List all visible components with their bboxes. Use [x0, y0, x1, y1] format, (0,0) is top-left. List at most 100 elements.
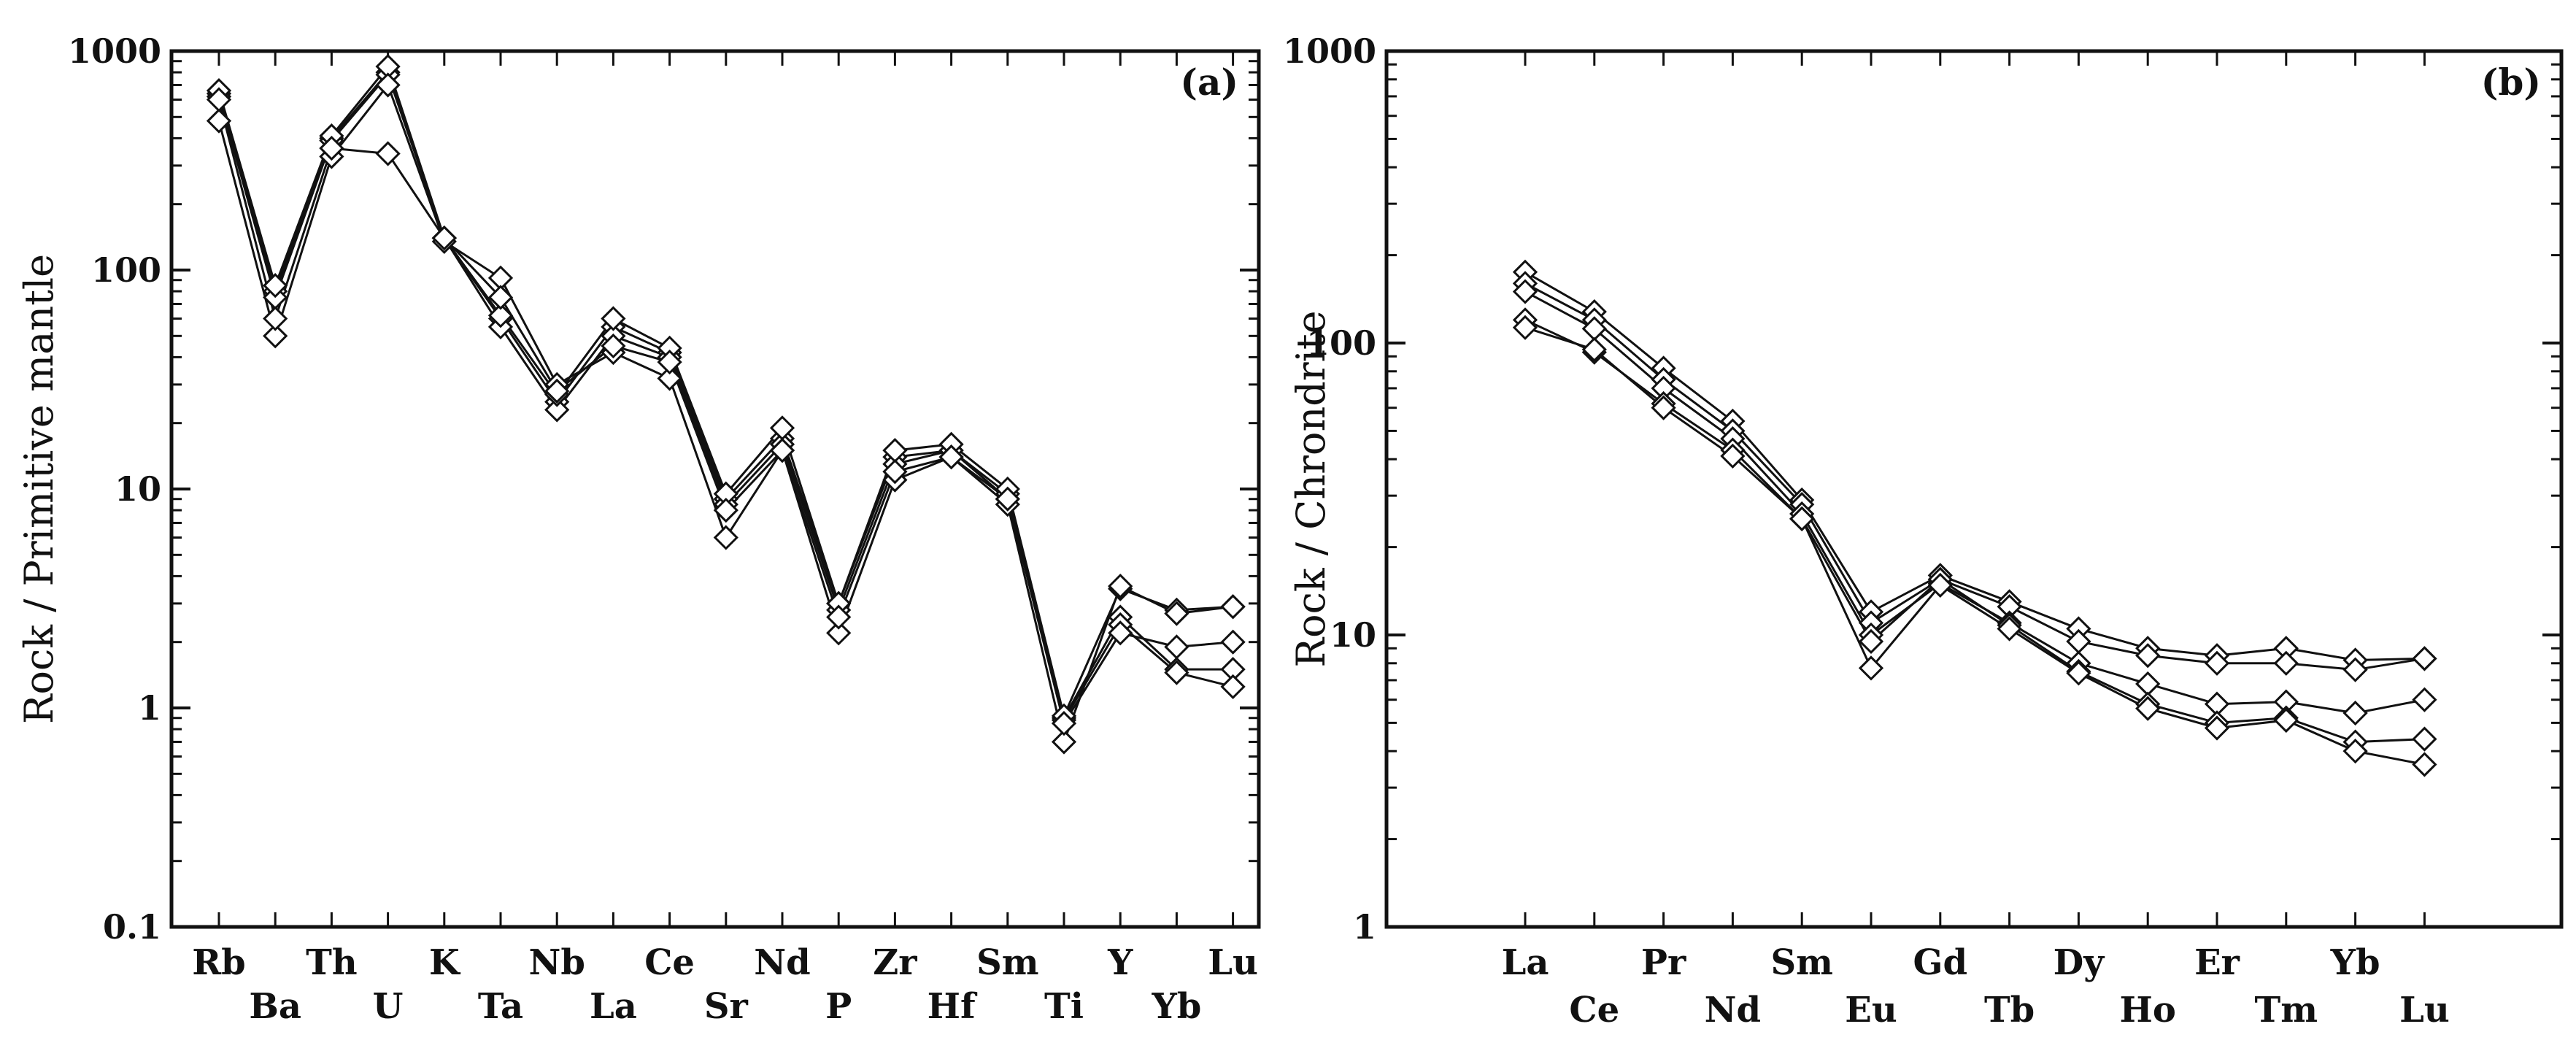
data-point-diamond	[263, 323, 288, 349]
data-point-diamond	[713, 525, 739, 550]
x-category-label: P	[825, 986, 852, 1027]
data-point-diamond	[2273, 707, 2299, 733]
data-point-diamond	[1164, 660, 1189, 685]
data-point-diamond	[1581, 336, 1607, 363]
data-point-diamond	[2066, 661, 2091, 686]
data-point-diamond	[544, 378, 570, 404]
x-category-label: Nb	[528, 942, 585, 983]
plot-frame	[169, 49, 1261, 929]
y-tick-label: 100	[1306, 323, 1376, 363]
data-point-diamond	[263, 273, 288, 299]
x-category-label: Lu	[1208, 942, 1258, 983]
data-point-diamond	[1858, 628, 1884, 655]
data-point-diamond	[2412, 687, 2437, 712]
y-tick-label: 0.1	[103, 907, 161, 947]
x-category-label: Pr	[1641, 942, 1686, 983]
data-point-diamond	[1220, 629, 1246, 655]
y-axis-title: Rock / Chrondrite	[1288, 310, 1334, 667]
data-point-diamond	[487, 303, 514, 328]
x-category-label: Ti	[1044, 986, 1084, 1027]
series-line-5	[217, 99, 1233, 726]
data-point-diamond	[1164, 601, 1189, 626]
series-line-2	[1524, 282, 2425, 671]
data-point-diamond	[1512, 279, 1538, 304]
x-category-label: Eu	[1845, 990, 1897, 1031]
y-tick-label: 1000	[68, 31, 161, 71]
plot-frame	[1384, 49, 2564, 929]
x-category-label: Sr	[704, 986, 749, 1027]
data-point-diamond	[375, 141, 401, 166]
data-point-diamond	[713, 497, 739, 523]
y-axis-title: Rock / Primitive mantle	[16, 254, 62, 724]
data-point-diamond	[601, 333, 626, 359]
x-category-label: Ho	[2120, 990, 2176, 1031]
data-point-diamond	[882, 459, 908, 485]
data-point-diamond	[2135, 696, 2161, 721]
series-line-2	[217, 72, 1233, 723]
x-category-label: Lu	[2399, 990, 2450, 1031]
series-line-3	[217, 64, 1233, 720]
data-point-diamond	[544, 397, 570, 423]
data-point-diamond	[2342, 700, 2368, 726]
x-category-label: Yb	[1151, 986, 1201, 1027]
data-point-diamond	[601, 306, 626, 331]
data-point-diamond	[2342, 739, 2368, 764]
x-category-label: La	[1502, 942, 1549, 983]
data-point-diamond	[1789, 506, 1815, 531]
x-category-label: K	[429, 942, 461, 983]
x-category-label: Sm	[1770, 942, 1832, 983]
data-point-diamond	[1108, 573, 1133, 599]
data-point-diamond	[2204, 715, 2230, 741]
data-point-diamond	[263, 306, 288, 331]
data-point-diamond	[1512, 315, 1538, 340]
data-point-diamond	[1108, 620, 1133, 646]
data-point-diamond	[2135, 671, 2161, 697]
data-point-diamond	[826, 604, 852, 630]
y-tick-label: 1000	[1283, 31, 1376, 71]
data-point-diamond	[657, 366, 682, 391]
data-point-diamond	[1220, 594, 1246, 620]
data-point-diamond	[487, 285, 514, 310]
y-tick-label: 1	[138, 688, 161, 728]
series-line-1	[217, 70, 1233, 721]
data-point-diamond	[206, 87, 232, 112]
data-point-diamond	[1651, 395, 1676, 420]
x-category-label: Sm	[976, 942, 1038, 983]
data-point-diamond	[2135, 643, 2161, 669]
x-category-label: Ba	[249, 986, 301, 1027]
y-tick-label: 10	[1330, 615, 1376, 655]
data-point-diamond	[1997, 616, 2022, 642]
x-category-label: Tb	[1984, 990, 2035, 1031]
x-category-label: La	[590, 986, 637, 1027]
x-category-label: Nd	[754, 942, 810, 983]
data-point-diamond	[995, 486, 1020, 512]
x-category-label: Th	[306, 942, 358, 983]
y-tick-label: 1	[1353, 907, 1376, 947]
x-category-label: Ce	[644, 942, 695, 983]
data-point-diamond	[1858, 655, 1884, 681]
x-category-label: Zr	[873, 942, 917, 983]
x-category-label: Yb	[2330, 942, 2380, 983]
data-point-diamond	[657, 349, 682, 375]
y-tick-label: 100	[91, 250, 161, 290]
data-point-diamond	[1164, 634, 1189, 660]
x-category-label: U	[373, 986, 404, 1027]
data-point-diamond	[2204, 650, 2230, 676]
x-category-label: Er	[2194, 942, 2240, 983]
data-point-diamond	[2412, 726, 2437, 752]
series-line-5	[1524, 326, 2425, 766]
data-point-diamond	[2342, 657, 2368, 682]
panel-label: (a)	[1180, 61, 1238, 104]
data-point-diamond	[1220, 674, 1246, 700]
data-point-diamond	[826, 620, 852, 646]
x-category-label: Dy	[2054, 942, 2106, 983]
data-point-diamond	[938, 444, 964, 470]
series-line-1	[1524, 271, 2425, 661]
x-category-label: Hf	[928, 986, 978, 1027]
data-point-diamond	[1051, 729, 1077, 755]
data-point-diamond	[1720, 443, 1746, 469]
data-point-diamond	[2412, 752, 2437, 777]
x-category-label: Ce	[1569, 990, 1619, 1031]
data-point-diamond	[319, 135, 344, 161]
